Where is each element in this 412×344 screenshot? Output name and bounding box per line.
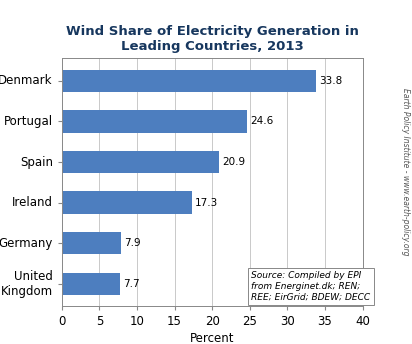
Text: Source: Compiled by EPI
from Energinet.dk; REN;
REE; EirGrid; BDEW; DECC: Source: Compiled by EPI from Energinet.d… (251, 271, 370, 301)
Title: Wind Share of Electricity Generation in
Leading Countries, 2013: Wind Share of Electricity Generation in … (66, 25, 358, 53)
Bar (62, 110, 247, 133)
Text: 24.6: 24.6 (250, 117, 273, 127)
X-axis label: Percent: Percent (190, 332, 234, 344)
Bar (62, 151, 219, 173)
Bar (62, 272, 120, 295)
Text: 17.3: 17.3 (195, 197, 218, 208)
Text: 20.9: 20.9 (222, 157, 245, 167)
Bar (62, 192, 192, 214)
Bar (62, 232, 121, 254)
Text: 7.7: 7.7 (123, 279, 139, 289)
Text: Earth Policy Institute - www.earth-policy.org: Earth Policy Institute - www.earth-polic… (401, 88, 410, 256)
Text: 33.8: 33.8 (319, 76, 342, 86)
Text: 7.9: 7.9 (124, 238, 141, 248)
Bar (62, 70, 316, 92)
